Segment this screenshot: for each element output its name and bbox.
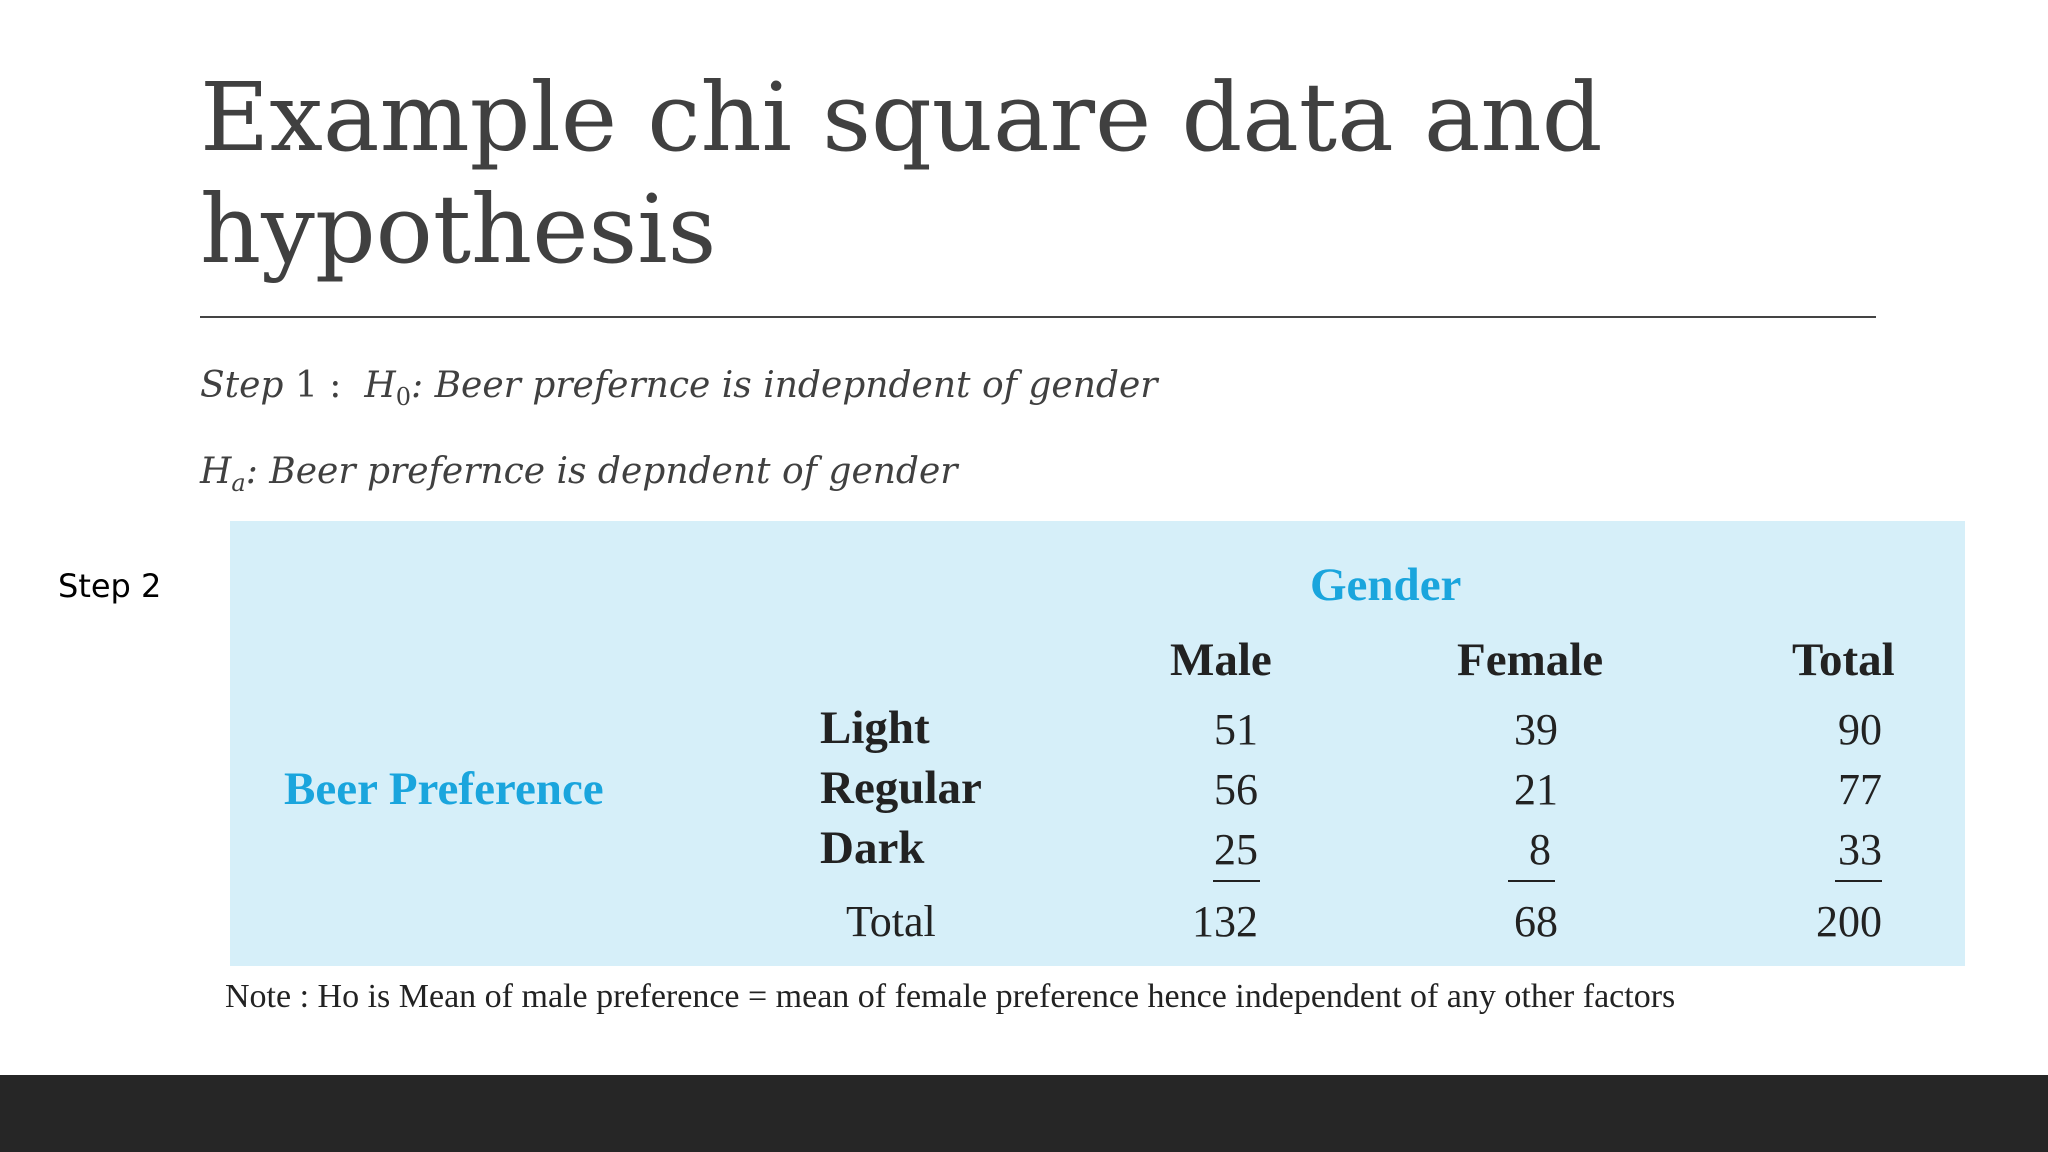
sum-rule-male bbox=[1213, 880, 1260, 882]
sum-rule-female bbox=[1508, 880, 1555, 882]
title-divider bbox=[200, 316, 1876, 318]
note-text: Note : Ho is Mean of male preference = m… bbox=[225, 978, 1676, 1015]
cell-light-total: 90 bbox=[1838, 705, 1882, 754]
row-header-dark: Dark bbox=[820, 822, 925, 874]
ha-statement: : Beer prefernce is depndent of gender bbox=[245, 451, 958, 492]
step1-number: 1 bbox=[294, 365, 318, 406]
row-header-regular: Regular bbox=[820, 762, 982, 814]
total-female: 68 bbox=[1514, 897, 1558, 946]
total-male: 132 bbox=[1192, 897, 1258, 946]
cell-dark-total: 33 bbox=[1838, 825, 1882, 874]
cell-dark-female: 8 bbox=[1529, 825, 1551, 874]
total-row-label: Total bbox=[846, 897, 936, 946]
row-header-light: Light bbox=[820, 702, 930, 754]
sum-rule-total bbox=[1835, 880, 1882, 882]
alternative-hypothesis-line: Ha: Beer prefernce is depndent of gender bbox=[200, 451, 958, 497]
null-hypothesis-line: Step 1 : H0: Beer prefernce is indepnden… bbox=[200, 365, 1157, 411]
ha-symbol: H bbox=[200, 451, 232, 492]
h0-symbol: H bbox=[364, 365, 396, 406]
step2-label: Step 2 bbox=[58, 567, 162, 605]
contingency-table-panel bbox=[230, 521, 1965, 966]
h0-subscript: 0 bbox=[395, 383, 411, 412]
step1-label: Step bbox=[200, 365, 284, 406]
column-header-male: Male bbox=[1170, 634, 1272, 686]
cell-dark-male: 25 bbox=[1214, 825, 1258, 874]
footer-bar bbox=[0, 1075, 2048, 1152]
slide-title: Example chi square data and hypothesis bbox=[200, 62, 1900, 286]
slide-title-line-1: Example chi square data and bbox=[200, 63, 1603, 173]
total-grand: 200 bbox=[1816, 897, 1882, 946]
cell-light-male: 51 bbox=[1214, 705, 1258, 754]
column-header-female: Female bbox=[1457, 634, 1604, 686]
cell-light-female: 39 bbox=[1514, 705, 1558, 754]
cell-regular-total: 77 bbox=[1838, 765, 1882, 814]
cell-regular-male: 56 bbox=[1214, 765, 1258, 814]
step1-colon: : bbox=[329, 365, 365, 406]
cell-regular-female: 21 bbox=[1514, 765, 1558, 814]
h0-statement: : Beer prefernce is indepndent of gender bbox=[411, 365, 1158, 406]
beer-preference-group-label: Beer Preference bbox=[284, 763, 604, 815]
slide-title-line-2: hypothesis bbox=[200, 175, 717, 285]
column-header-total: Total bbox=[1792, 634, 1895, 686]
gender-group-label: Gender bbox=[1310, 559, 1462, 611]
ha-subscript: a bbox=[231, 469, 246, 498]
